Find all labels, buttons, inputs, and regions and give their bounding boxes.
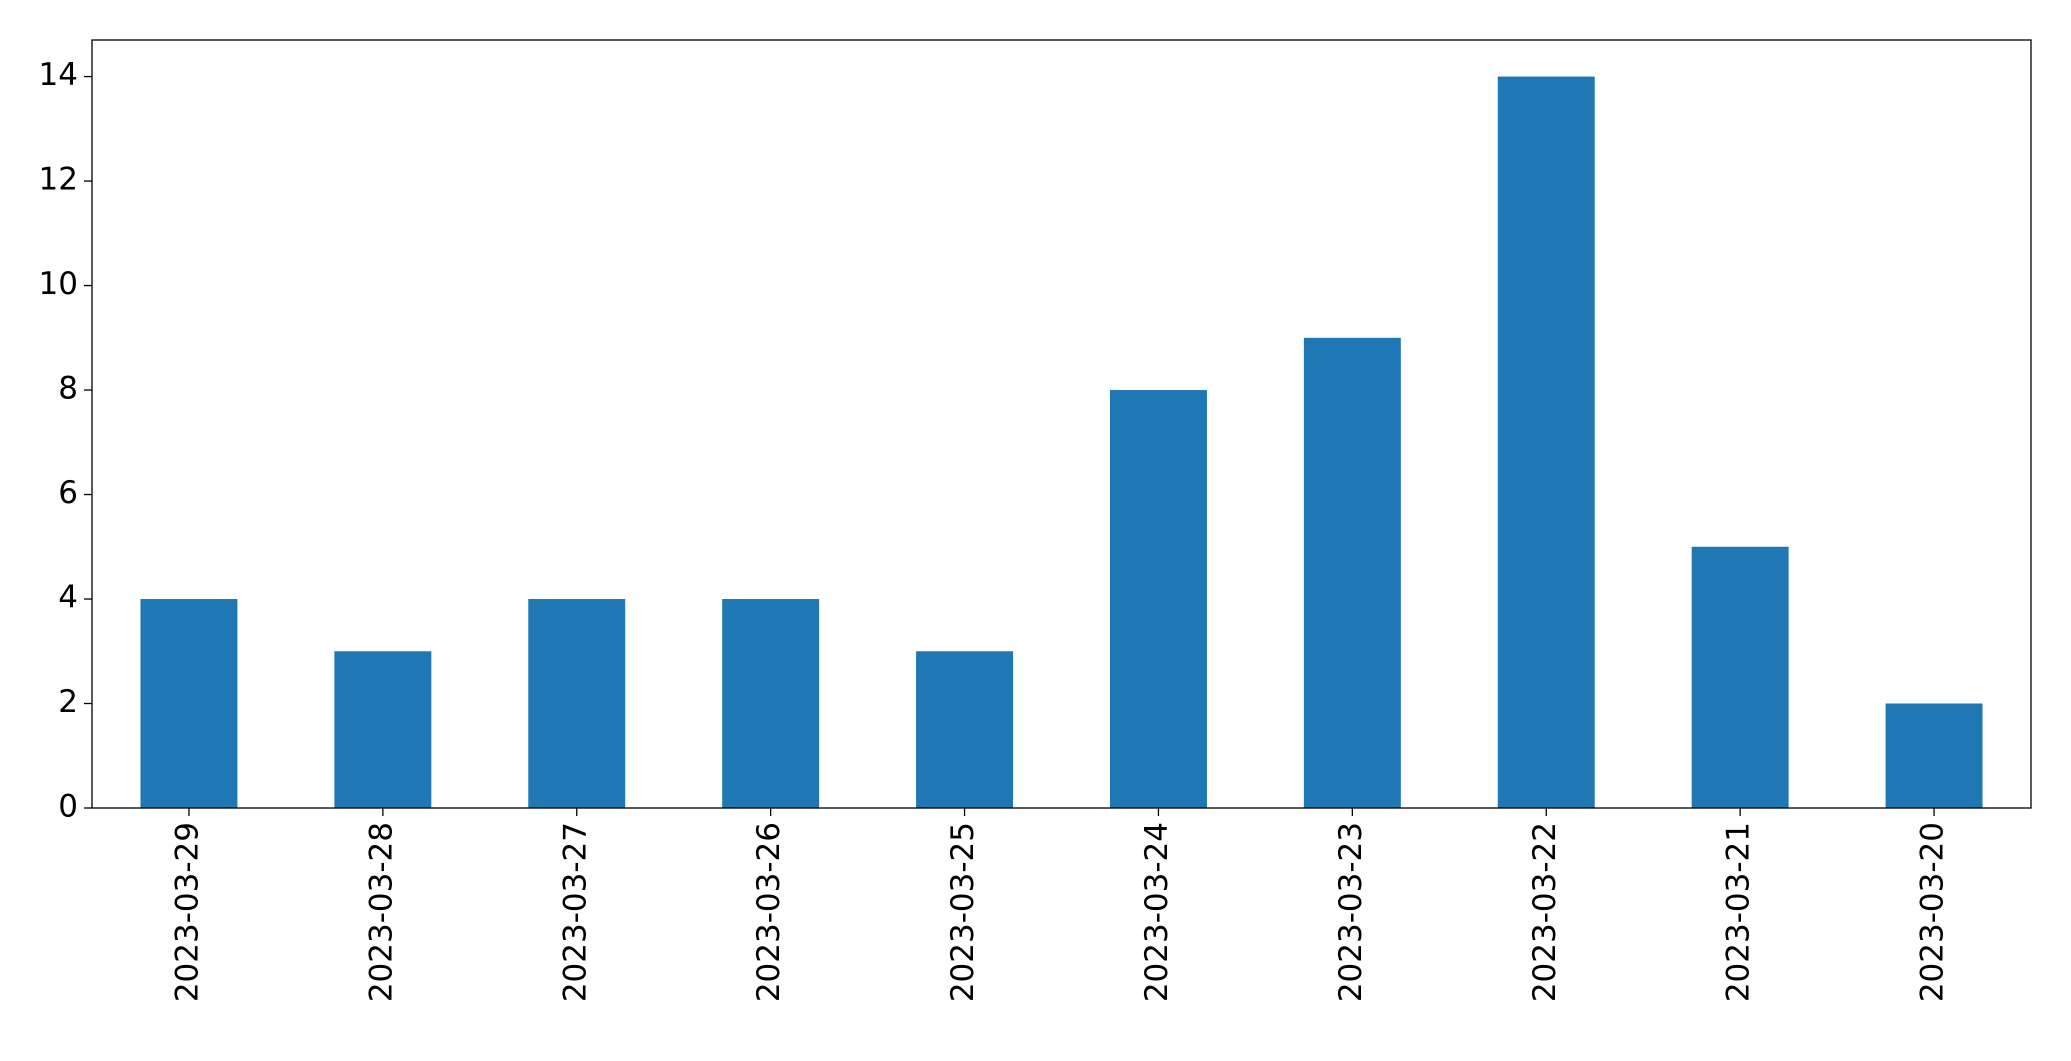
bar [1303, 337, 1401, 808]
y-tick-label: 6 [58, 475, 78, 511]
y-tick-label: 12 [39, 162, 78, 198]
x-tick-label: 2023-03-20 [1915, 822, 1951, 1002]
x-tick-label: 2023-03-21 [1721, 822, 1757, 1002]
bar [1691, 546, 1789, 808]
x-tick-label: 2023-03-22 [1527, 822, 1563, 1002]
x-tick-label: 2023-03-23 [1333, 822, 1369, 1002]
x-tick-label: 2023-03-28 [363, 822, 399, 1002]
y-tick-label: 10 [39, 266, 78, 302]
bar [334, 651, 432, 808]
bar [722, 599, 820, 808]
x-tick-label: 2023-03-27 [557, 822, 593, 1002]
y-tick-label: 8 [58, 371, 78, 407]
bar [1885, 703, 1983, 808]
y-tick-label: 4 [58, 580, 78, 616]
y-tick-label: 14 [39, 57, 78, 93]
bar [916, 651, 1014, 808]
x-tick-label: 2023-03-25 [945, 822, 981, 1002]
y-tick-label: 0 [58, 789, 78, 825]
bar [140, 599, 238, 808]
y-tick-label: 2 [58, 684, 78, 720]
x-tick-label: 2023-03-26 [751, 822, 787, 1002]
bar [528, 599, 626, 808]
plot-frame [91, 39, 2032, 809]
bar [1109, 390, 1207, 808]
x-tick-label: 2023-03-24 [1139, 822, 1175, 1002]
bar [1497, 76, 1595, 809]
x-tick-label: 2023-03-29 [169, 822, 205, 1002]
